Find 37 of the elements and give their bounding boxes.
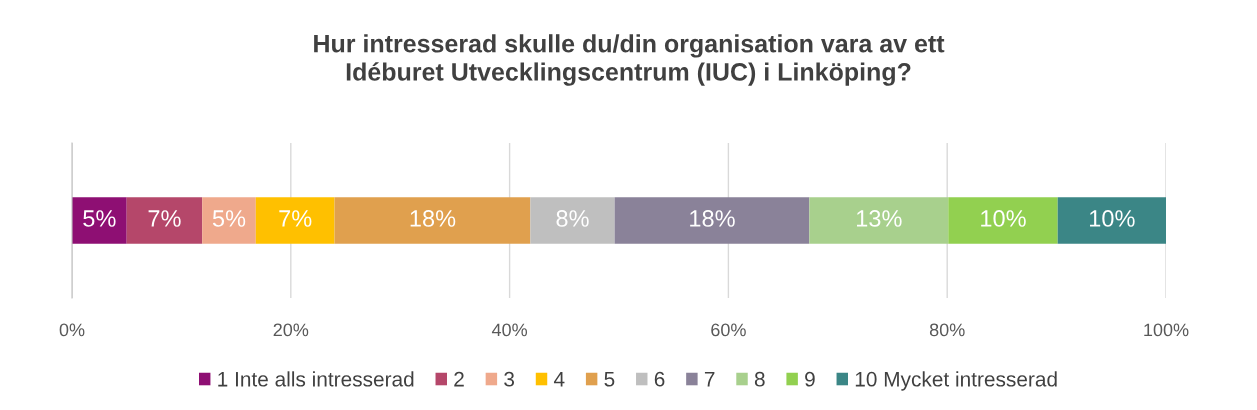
bar — [1057, 197, 1166, 244]
data-label: 18% — [410, 210, 456, 227]
legend-label: 2 — [454, 371, 464, 387]
legend-label: 8 — [754, 371, 765, 387]
data-label: 10% — [1090, 210, 1135, 227]
legend-label: 1 Inte alls intresserad — [218, 371, 414, 387]
bar — [948, 197, 1058, 244]
chart-title: Hur intresserad skulle du/din organisation vara av ett Idéburet Utvecklingscentrum (IUC) i Linköping? — [314, 34, 945, 86]
data-label: 5% — [83, 210, 116, 227]
legend-label: 3 — [504, 371, 515, 387]
data-label: 10% — [981, 210, 1026, 227]
bar — [202, 197, 256, 244]
legend-label: 6 — [654, 371, 665, 387]
legend-label: 5 — [604, 372, 615, 387]
x-tick-label: 60% — [711, 323, 746, 337]
legend-label: 10 Mycket intresserad — [855, 371, 1057, 391]
bar — [530, 197, 615, 244]
data-label: 8% — [556, 210, 589, 227]
bar — [255, 197, 335, 244]
x-tick-label: 0% — [59, 323, 85, 337]
bar — [334, 197, 531, 244]
bar — [72, 197, 127, 244]
legend-label: 9 — [805, 371, 815, 387]
legend-label: 4 — [553, 372, 565, 387]
bar — [809, 197, 949, 244]
data-label: 7% — [279, 210, 312, 227]
data-label: 18% — [690, 210, 735, 227]
x-tick-label: 40% — [491, 323, 528, 337]
bar — [614, 197, 810, 244]
x-tick-label: 80% — [929, 323, 965, 337]
data-label: 5% — [212, 210, 246, 227]
data-label: 13% — [857, 210, 902, 227]
data-label: 7% — [148, 210, 181, 227]
legend-label: 7 — [704, 372, 715, 387]
bar — [126, 197, 203, 244]
x-tick-label: 100% — [1144, 323, 1189, 337]
x-tick-label: 20% — [273, 323, 309, 337]
